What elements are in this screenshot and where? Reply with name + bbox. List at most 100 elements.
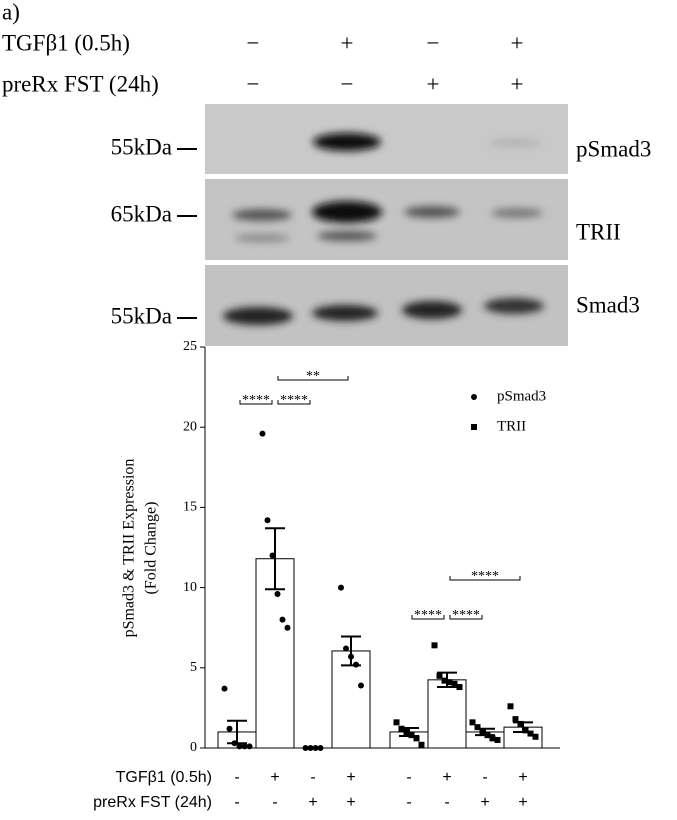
data-point [507, 703, 514, 710]
data-point [259, 430, 266, 437]
data-point [474, 724, 481, 731]
data-point [302, 745, 309, 751]
condition-sign: + [346, 794, 355, 811]
treatment-label: TGFβ1 (0.5h) [2, 30, 130, 55]
significance-label: **** [242, 393, 270, 408]
treatment-label: preRx FST (24h) [2, 71, 159, 96]
data-point [246, 743, 253, 750]
data-point [393, 719, 400, 726]
bar [331, 650, 371, 749]
condition-sign: - [482, 769, 487, 786]
condition-sign: + [480, 794, 489, 811]
treatment-sign: + [511, 71, 524, 96]
y-tick-label: 15 [183, 500, 197, 515]
condition-sign: + [308, 794, 317, 811]
kda-label: 65kDa [111, 201, 172, 226]
legend-label: pSmad3 [497, 388, 546, 404]
data-point [512, 716, 519, 723]
data-point [312, 745, 319, 751]
data-point [269, 552, 276, 559]
data-point [348, 653, 354, 660]
data-point [231, 740, 238, 747]
kda-label: 55kDa [111, 134, 172, 159]
treatment-sign: − [247, 71, 260, 96]
data-point [532, 733, 539, 740]
significance-label: **** [414, 608, 442, 623]
significance-bracket [277, 376, 349, 381]
treatment-sign: − [427, 30, 440, 55]
data-point [398, 725, 405, 732]
treatment-sign: − [247, 30, 260, 55]
data-point [479, 728, 486, 735]
condition-label: TGFβ1 (0.5h) [116, 769, 212, 786]
y-tick-label: 5 [190, 660, 197, 675]
kda-label: 55kDa [111, 303, 172, 328]
data-point [274, 591, 281, 598]
significance-bracket [449, 576, 521, 581]
condition-sign: + [442, 769, 451, 786]
treatment-sign: + [341, 30, 354, 55]
data-point [358, 682, 364, 689]
data-point [408, 732, 415, 739]
data-point [441, 677, 448, 684]
data-point [469, 719, 476, 726]
data-point [456, 684, 463, 691]
y-tick-label: 25 [183, 339, 197, 354]
data-point [436, 672, 443, 679]
data-point [418, 741, 425, 748]
data-point [446, 679, 453, 686]
data-point [221, 685, 228, 692]
treatment-sign: + [511, 30, 524, 55]
data-point [403, 728, 410, 735]
data-point [338, 584, 344, 591]
condition-sign: - [406, 769, 411, 786]
y-tick-label: 0 [190, 740, 197, 755]
band-name: Smad3 [576, 292, 640, 317]
data-point [494, 736, 501, 743]
treatment-sign: + [427, 71, 440, 96]
condition-sign: + [270, 769, 279, 786]
condition-sign: - [272, 794, 277, 811]
bar [255, 558, 295, 749]
condition-sign: + [346, 769, 355, 786]
condition-sign: - [406, 794, 411, 811]
legend-marker [471, 424, 477, 430]
data-point [431, 642, 438, 649]
data-point [317, 745, 324, 751]
significance-label: **** [280, 393, 308, 408]
significance-label: ** [306, 369, 320, 384]
treatment-sign: − [341, 71, 354, 96]
panel-label: a) [2, 0, 20, 24]
data-point [236, 743, 243, 750]
data-point [284, 624, 291, 631]
condition-sign: + [518, 769, 527, 786]
data-point [226, 725, 233, 732]
data-point [413, 735, 420, 742]
band-name: TRII [576, 219, 621, 244]
condition-sign: + [518, 794, 527, 811]
condition-sign: - [310, 769, 315, 786]
data-point [353, 661, 359, 668]
legend-marker [471, 394, 477, 400]
significance-label: **** [452, 608, 480, 623]
data-point [451, 680, 458, 687]
y-axis-title: (Fold Change) [143, 502, 160, 595]
condition-sign: - [234, 794, 239, 811]
significance-label: **** [471, 569, 499, 584]
data-point [527, 730, 534, 737]
condition-sign: - [444, 794, 449, 811]
significance-bracket [449, 615, 483, 620]
data-point [343, 645, 349, 652]
condition-label: preRx FST (24h) [93, 794, 212, 811]
condition-sign: - [234, 769, 239, 786]
band-name: pSmad3 [576, 136, 651, 161]
y-tick-label: 10 [183, 580, 197, 595]
data-point [522, 727, 529, 734]
data-point [241, 743, 248, 750]
data-point [307, 745, 314, 751]
data-point [484, 732, 491, 739]
legend-label: TRII [497, 418, 526, 434]
blot-panels [205, 104, 568, 346]
bar [427, 679, 467, 749]
